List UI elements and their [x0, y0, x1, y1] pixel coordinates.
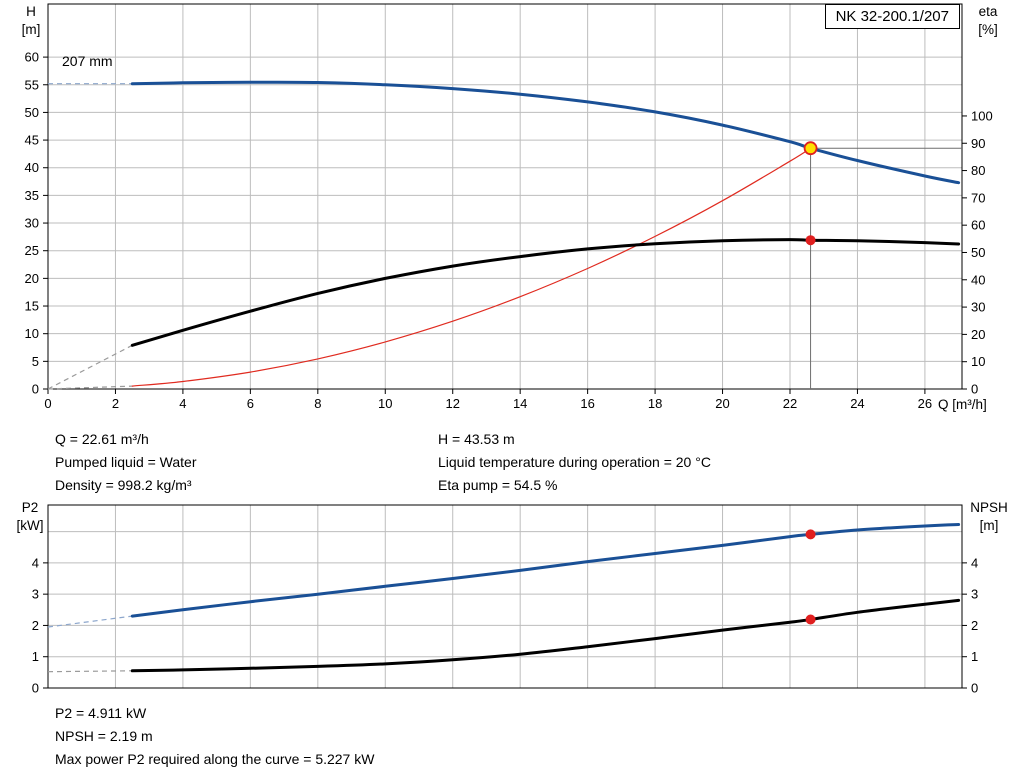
info-line-density: Density = 998.2 kg/m³ [55, 477, 192, 493]
axis-title-line: NPSH [970, 500, 1008, 515]
axis-title-line: [m] [21, 22, 41, 37]
impeller-diameter-label: 207 mm [62, 53, 113, 69]
pump-type-box: NK 32-200.1/207 [824, 4, 960, 29]
eta-curve [130, 238, 961, 347]
duty-dot-yellow [803, 141, 818, 156]
x-tick-label: 6 [247, 396, 254, 411]
x-tick-label: 14 [513, 396, 527, 411]
y-left-tick-label: 20 [25, 271, 39, 286]
duty-info-right: H = 43.53 m Liquid temperature during op… [438, 428, 711, 497]
y-right-tick-label: 100 [971, 108, 993, 123]
info-line-head: H = 43.53 m [438, 431, 515, 447]
axis-title-line: [%] [978, 22, 998, 37]
info-line-p2: P2 = 4.911 kW [55, 705, 147, 721]
x-tick-label: 2 [112, 396, 119, 411]
axis-title-line: H [26, 4, 36, 19]
x-tick-label: 4 [179, 396, 186, 411]
y-left-tick-label: 4 [32, 555, 39, 570]
info-line-liquid: Pumped liquid = Water [55, 454, 197, 470]
y-right-tick-label: 40 [971, 272, 985, 287]
axis-title-line: [kW] [16, 518, 44, 533]
x-tick-label: 8 [314, 396, 321, 411]
y-left-tick-label: 0 [32, 382, 39, 397]
y-axis-title-head: H [m] [16, 3, 46, 39]
y-right-tick-label: 4 [971, 555, 978, 570]
p2-npsh-chart: 0 1 2 3 4 0 1 2 3 4 [32, 504, 978, 696]
y-axis-title-p2: P2 [kW] [12, 499, 48, 535]
axis-title-line: [m] [979, 518, 999, 533]
x-tick-label: 12 [445, 396, 459, 411]
y-left-tick-label: 45 [25, 133, 39, 148]
affinity-parabola [131, 147, 812, 387]
axis-title-line: P2 [21, 500, 39, 515]
x-tick-label: 18 [648, 396, 662, 411]
y-right-tick-label: 80 [971, 163, 985, 178]
y-right-tick-label: 3 [971, 587, 978, 602]
info-line-npsh: NPSH = 2.19 m [55, 728, 153, 744]
y-right-tick-label: 0 [971, 681, 978, 696]
info-line-eta: Eta pump = 54.5 % [438, 477, 558, 493]
y-left-tick-label: 3 [32, 587, 39, 602]
y-right-tick-label: 60 [971, 218, 985, 233]
duty-dot-red [805, 529, 816, 540]
y-right-tick-label: 0 [971, 382, 978, 397]
result-info: P2 = 4.911 kW NPSH = 2.19 m Max power P2… [55, 702, 374, 771]
npsh-curve [130, 598, 961, 673]
x-axis-title: Q [m³/h] [938, 397, 987, 412]
x-tick-label: 10 [378, 396, 392, 411]
y-right-tick-label: 70 [971, 190, 985, 205]
y-left-tick-label: 50 [25, 105, 39, 120]
y-left-tick-label: 2 [32, 618, 39, 633]
npsh-curve-lead [47, 670, 133, 673]
y-left-tick-label: 40 [25, 160, 39, 175]
y-left-tick-label: 15 [25, 299, 39, 314]
y-right-tick-label: 90 [971, 136, 985, 151]
y-left-tick-label: 0 [32, 681, 39, 696]
y-right-tick-label: 30 [971, 300, 985, 315]
p2-curve [130, 523, 961, 618]
y-left-tick-label: 60 [25, 50, 39, 65]
y-left-tick-label: 30 [25, 216, 39, 231]
plot-frame [47, 504, 963, 689]
axis-title-line: eta [978, 4, 998, 19]
x-tick-label: 22 [783, 396, 797, 411]
y-right-tick-label: 50 [971, 245, 985, 260]
y-axis-title-npsh: NPSH [m] [964, 499, 1014, 535]
y-right-tick-label: 20 [971, 327, 985, 342]
duty-info-left: Q = 22.61 m³/h Pumped liquid = Water Den… [55, 428, 197, 497]
y-left-tick-label: 25 [25, 243, 39, 258]
duty-dot-red [805, 614, 816, 625]
x-tick-label: 20 [715, 396, 729, 411]
y-left-tick-label: 10 [25, 326, 39, 341]
info-line-maxpower: Max power P2 required along the curve = … [55, 751, 375, 767]
y-left-tick-label: 35 [25, 188, 39, 203]
x-tick-label: 24 [850, 396, 864, 411]
y-axis-title-eta: eta [%] [966, 3, 1010, 39]
qh-eta-chart: 0510152025303540455055600102030405060708… [25, 3, 993, 411]
duty-dot-red [805, 235, 816, 246]
x-tick-label: 16 [580, 396, 594, 411]
head-curve-207mm [130, 80, 961, 185]
y-right-tick-label: 1 [971, 649, 978, 664]
y-left-tick-label: 5 [32, 354, 39, 369]
y-left-tick-label: 1 [32, 649, 39, 664]
y-right-tick-label: 2 [971, 618, 978, 633]
x-tick-label: 26 [918, 396, 932, 411]
eta-curve-lead [47, 344, 133, 390]
plot-frame [47, 3, 963, 390]
info-line-temperature: Liquid temperature during operation = 20… [438, 454, 711, 470]
x-tick-label: 0 [44, 396, 51, 411]
info-line-q: Q = 22.61 m³/h [55, 431, 149, 447]
y-left-tick-label: 55 [25, 77, 39, 92]
y-right-tick-label: 10 [971, 354, 985, 369]
